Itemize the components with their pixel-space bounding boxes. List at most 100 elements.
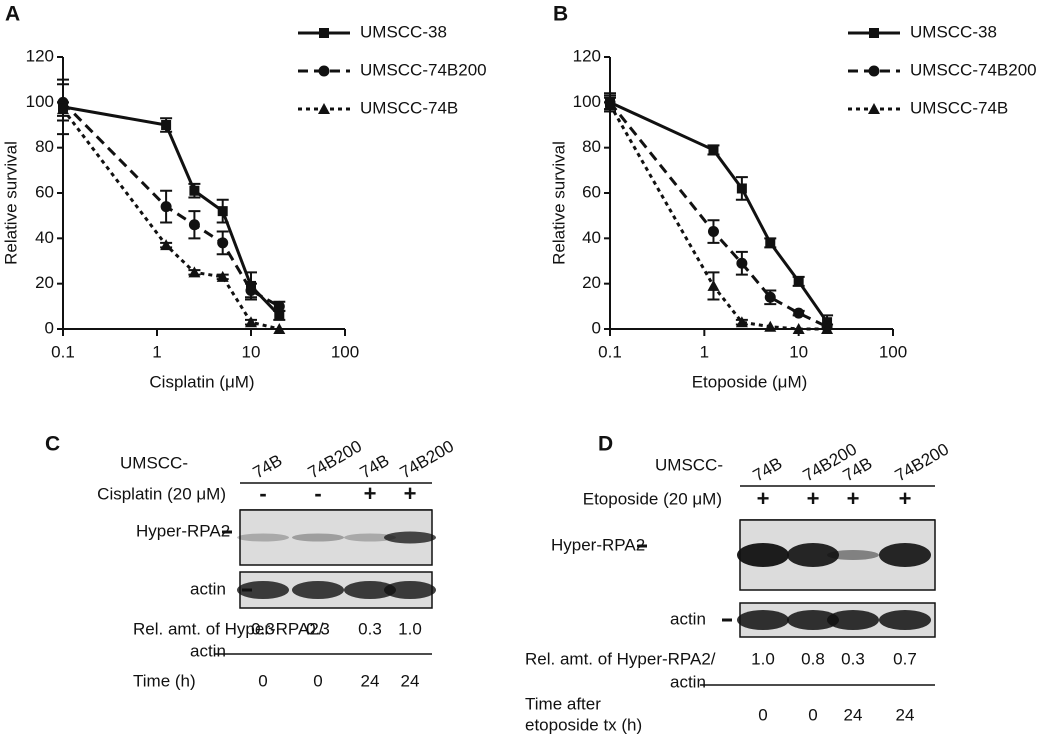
ratio-label: Rel. amt. of Hyper-RPA2/ (133, 619, 324, 638)
treatment-sign: + (364, 481, 377, 506)
band (384, 531, 436, 544)
ratio-label: Rel. amt. of Hyper-RPA2/ (525, 649, 716, 668)
series-line (608, 103, 828, 331)
lane-label: 74B (357, 451, 393, 483)
band-label: actin (670, 609, 706, 628)
ratio-value: 0.3 (306, 619, 330, 638)
marker (868, 103, 880, 114)
treatment-sign: - (314, 481, 321, 506)
marker (188, 266, 201, 278)
marker (793, 307, 805, 319)
y-axis-label: Relative survival (549, 141, 568, 265)
time-value: 24 (401, 671, 420, 690)
marker (604, 98, 616, 110)
marker (707, 226, 719, 238)
marker (57, 103, 69, 115)
band (737, 610, 789, 630)
lane-label: 74B (250, 451, 286, 483)
marker (245, 316, 257, 328)
marker (708, 144, 719, 155)
lane-label: 74B200 (397, 437, 457, 483)
treatment-sign: - (259, 481, 266, 506)
ratio-value: 0.7 (893, 649, 917, 668)
legend-label: UMSCC-74B200 (910, 60, 1037, 79)
y-tick-label: 80 (35, 137, 54, 156)
panel-letter: D (598, 433, 613, 456)
panel-letter: C (45, 433, 60, 456)
x-tick-label: 1 (152, 342, 161, 361)
y-axis-label: Relative survival (1, 141, 20, 265)
marker (707, 279, 720, 291)
x-tick-label: 10 (789, 342, 808, 361)
marker (274, 310, 285, 321)
panel-letter: A (5, 3, 20, 26)
marker (736, 183, 747, 194)
y-tick-label: 40 (582, 228, 601, 247)
y-tick-label: 40 (35, 228, 54, 247)
band (737, 543, 789, 567)
x-tick-label: 1 (700, 342, 709, 361)
x-tick-label: 100 (331, 342, 359, 361)
treatment-sign: + (757, 486, 770, 511)
y-tick-label: 20 (582, 273, 601, 292)
time-value: 24 (844, 705, 863, 724)
band-label: Hyper-RPA2 (136, 521, 230, 540)
time-label: etoposide tx (h) (525, 715, 642, 734)
band (344, 581, 396, 599)
x-axis-label: Cisplatin (μM) (149, 372, 254, 391)
time-value: 24 (896, 705, 915, 724)
lane-label: 74B200 (892, 440, 952, 486)
marker (792, 323, 805, 334)
legend-label: UMSCC-38 (910, 22, 997, 41)
y-tick-label: 60 (582, 182, 601, 201)
marker (319, 28, 329, 38)
band (292, 581, 344, 599)
time-label: Time after (525, 694, 601, 713)
legend-label: UMSCC-74B (910, 98, 1008, 117)
time-value: 0 (258, 671, 267, 690)
ratio-value: 0.3 (358, 619, 382, 638)
treatment-sign: + (404, 481, 417, 506)
x-tick-label: 0.1 (51, 342, 75, 361)
y-tick-label: 100 (26, 92, 54, 111)
band (827, 550, 879, 560)
marker (764, 320, 777, 332)
ratio-label: actin (670, 672, 706, 691)
marker (273, 300, 285, 312)
marker (216, 270, 229, 282)
treatment-sign: + (847, 486, 860, 511)
x-tick-label: 100 (879, 342, 907, 361)
band (237, 581, 289, 599)
time-label: Time (h) (133, 671, 196, 690)
cell-line-label: UMSCC- (120, 453, 188, 472)
marker (189, 185, 200, 196)
band-label: actin (190, 579, 226, 598)
x-tick-label: 10 (242, 342, 261, 361)
marker (735, 316, 748, 328)
marker (245, 284, 257, 296)
ratio-label: actin (190, 641, 226, 660)
marker (764, 291, 776, 303)
y-tick-label: 0 (592, 318, 601, 337)
marker (736, 257, 748, 269)
band (292, 533, 344, 542)
series-line (61, 108, 280, 331)
y-tick-label: 0 (45, 318, 54, 337)
band (787, 543, 839, 567)
marker (273, 323, 286, 334)
band (344, 533, 396, 542)
time-value: 0 (758, 705, 767, 724)
ratio-value: 0.8 (801, 649, 825, 668)
y-tick-label: 100 (573, 92, 601, 111)
band (879, 610, 931, 630)
marker (188, 219, 200, 231)
time-value: 0 (808, 705, 817, 724)
treatment-label: Etoposide (20 μM) (583, 489, 722, 508)
lane-label: 74B (750, 454, 786, 486)
y-tick-label: 120 (26, 46, 54, 65)
marker (160, 239, 173, 251)
legend-label: UMSCC-74B (360, 98, 458, 117)
marker (793, 276, 804, 287)
ratio-value: 1.0 (398, 619, 422, 638)
